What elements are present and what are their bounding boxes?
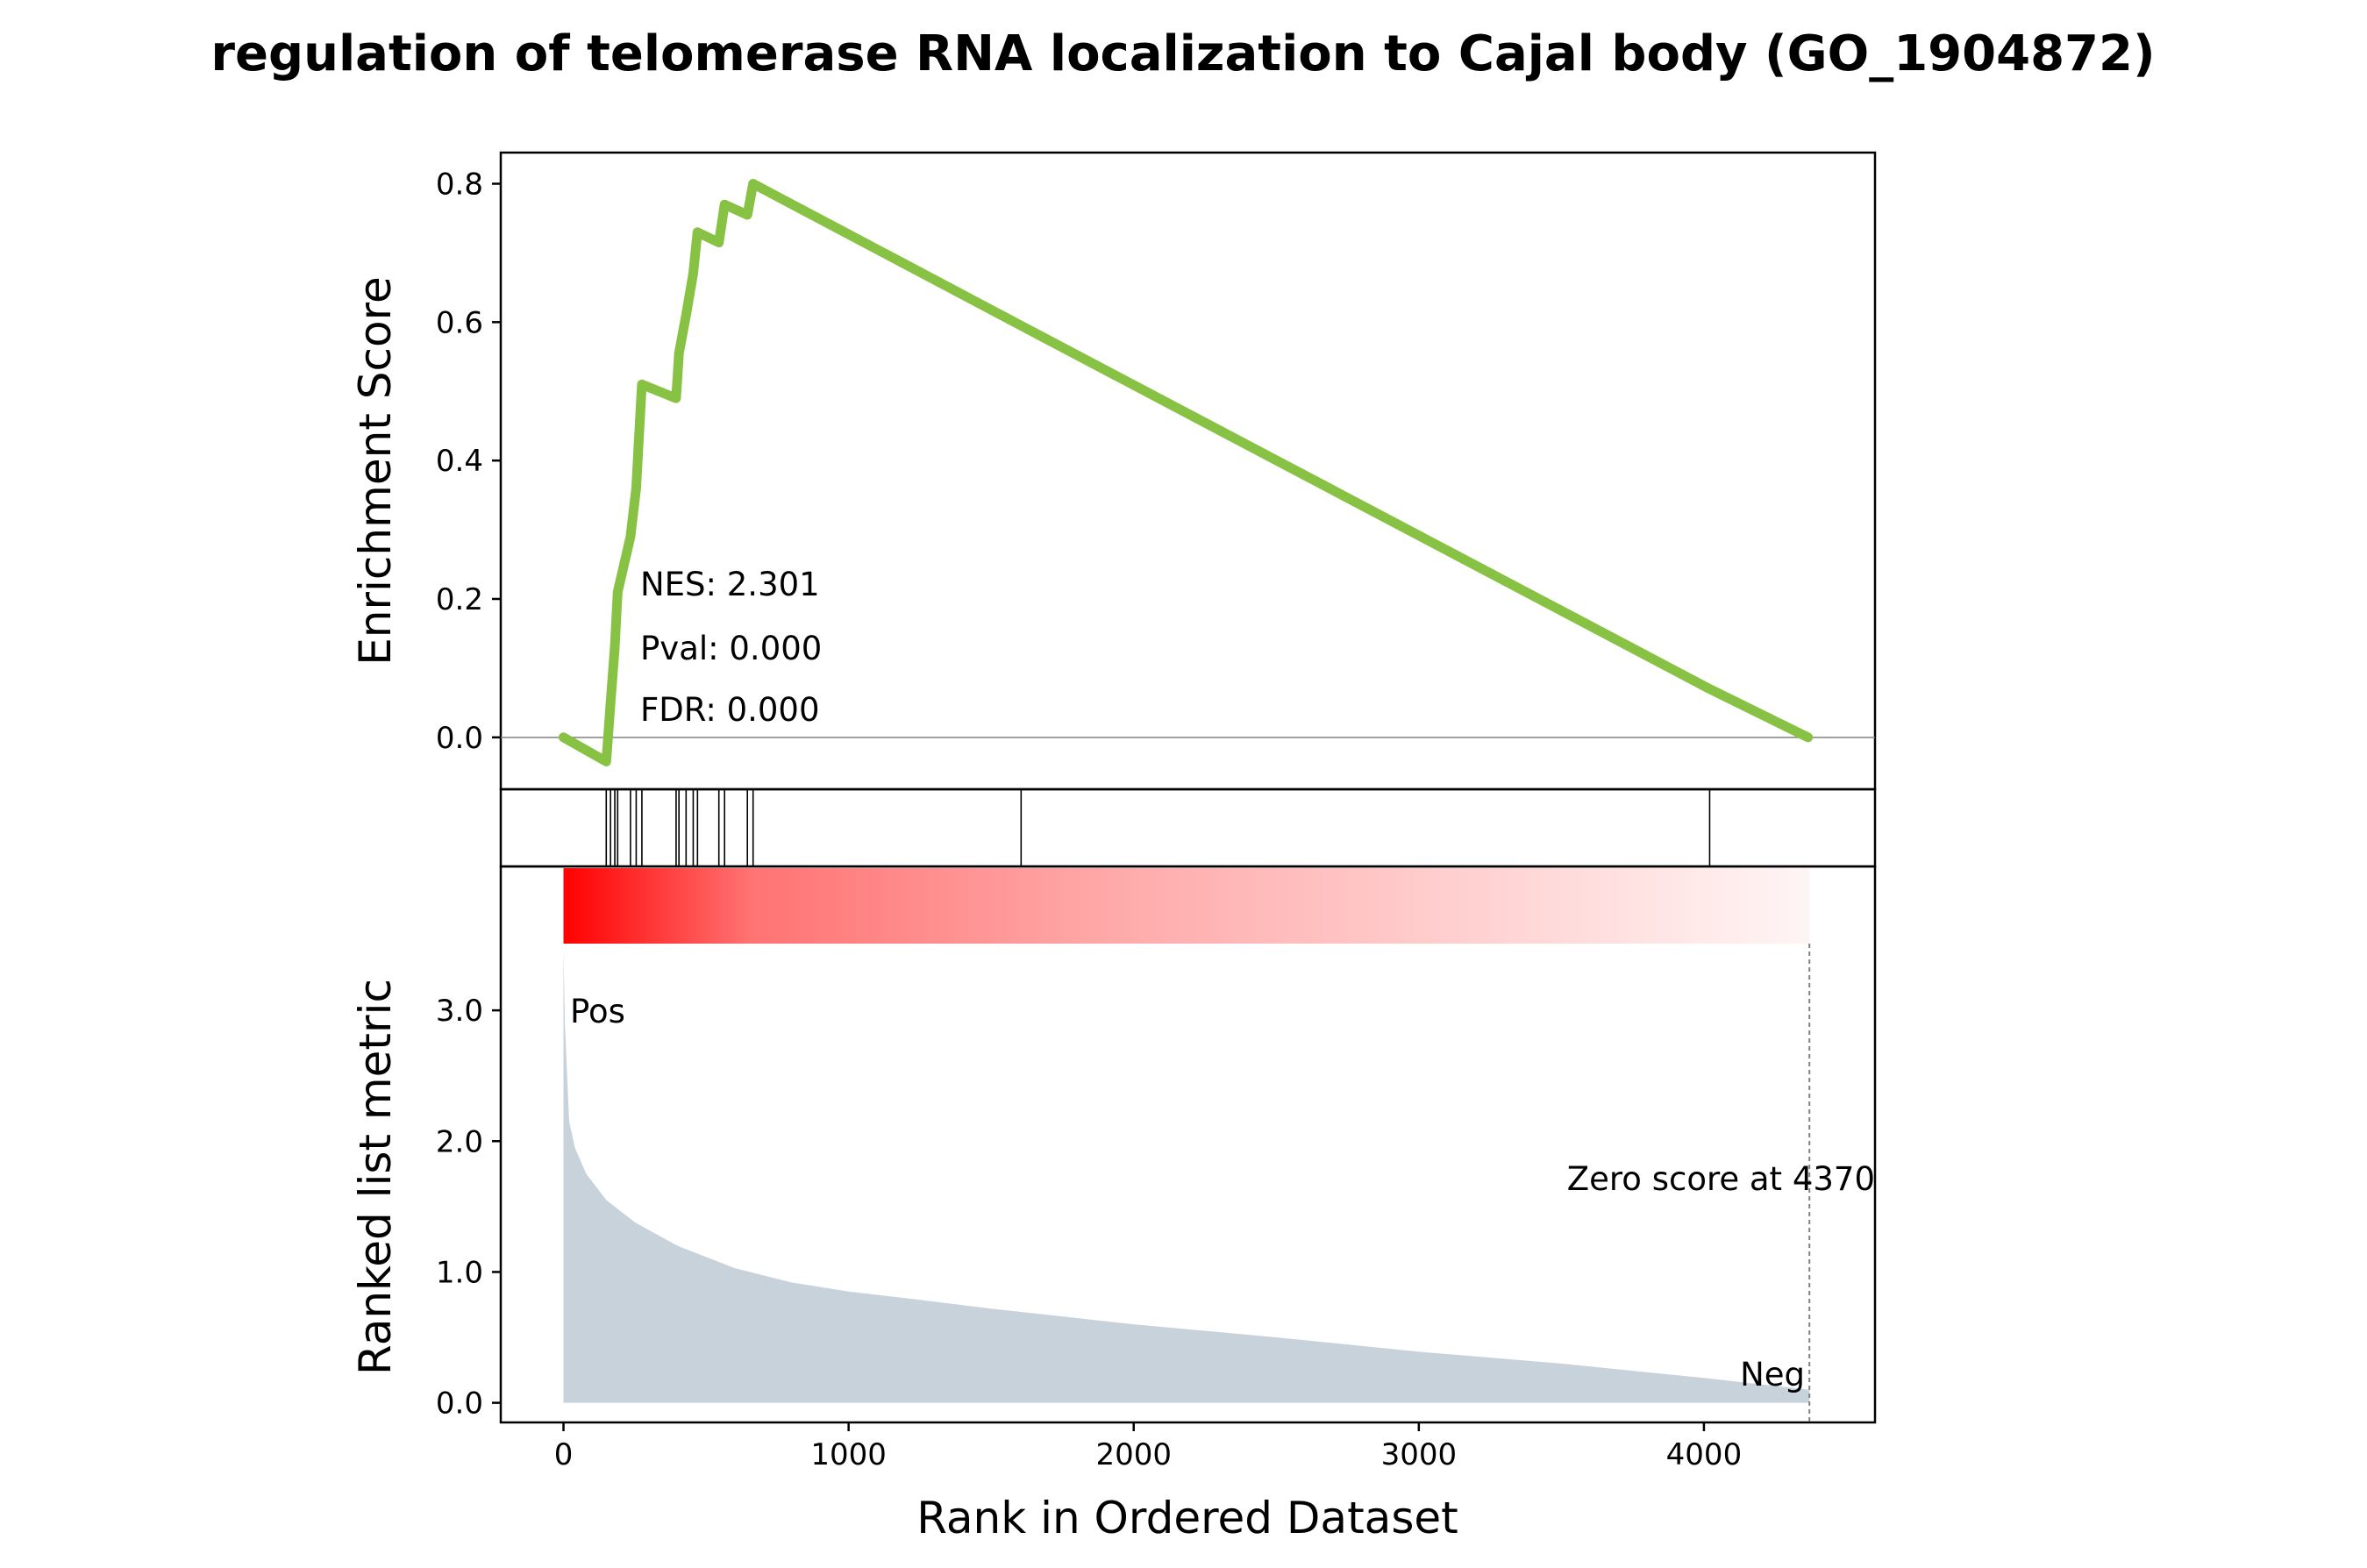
rank-y-ticks: 0.0 1.0 2.0 3.0 <box>436 994 501 1422</box>
chart-title: regulation of telomerase RNA localizatio… <box>210 25 2155 82</box>
gene-hits-panel <box>499 788 1877 868</box>
rank-y-tick-label: 3.0 <box>436 994 483 1029</box>
rank-y-tick-label: 0.0 <box>436 1386 483 1422</box>
rank-y-tick-label: 1.0 <box>436 1255 483 1290</box>
x-axis-title: Rank in Ordered Dataset <box>916 1493 1458 1543</box>
x-tick-label: 0 <box>554 1437 574 1472</box>
es-y-tick-label: 0.2 <box>436 582 483 617</box>
nes-label: NES: 2.301 <box>640 566 820 603</box>
es-y-tick-label: 0.0 <box>436 721 483 756</box>
rank-heatmap-bar <box>563 868 1810 944</box>
fdr-label: FDR: 0.000 <box>640 691 820 729</box>
es-y-tick-label: 0.6 <box>436 305 483 340</box>
x-tick-label: 1000 <box>810 1437 887 1472</box>
x-axis-ticks: 0 1000 2000 3000 4000 <box>554 1422 1743 1472</box>
pval-label: Pval: 0.000 <box>640 630 822 667</box>
hits-frame <box>499 788 1877 868</box>
rank-y-axis-title: Ranked list metric <box>350 979 401 1375</box>
x-tick-label: 4000 <box>1666 1437 1743 1472</box>
es-y-axis-title: Enrichment Score <box>350 276 401 666</box>
es-y-tick-label: 0.4 <box>436 444 483 479</box>
rank-y-tick-label: 2.0 <box>436 1124 483 1159</box>
enrichment-score-line <box>559 179 1814 766</box>
enrichment-score-panel: 0.0 0.2 0.4 0.6 0.8 NES: 2.301 Pval: 0.000 F… <box>350 151 1877 791</box>
ranked-metric-area <box>563 949 1810 1403</box>
zero-score-label: Zero score at 4370 <box>1567 1160 1875 1198</box>
es-y-ticks: 0.0 0.2 0.4 0.6 0.8 <box>436 167 501 756</box>
pos-label: Pos <box>570 993 625 1030</box>
neg-label: Neg <box>1740 1356 1805 1393</box>
x-tick-label: 3000 <box>1381 1437 1458 1472</box>
es-y-tick-label: 0.8 <box>436 167 483 203</box>
hit-lines <box>605 789 1711 866</box>
x-tick-label: 2000 <box>1095 1437 1172 1472</box>
rank-plot-frame <box>499 865 1877 1424</box>
ranked-metric-panel: 0.01.02.03.0 Pos Neg Zero score at 4370 … <box>350 865 1877 1543</box>
